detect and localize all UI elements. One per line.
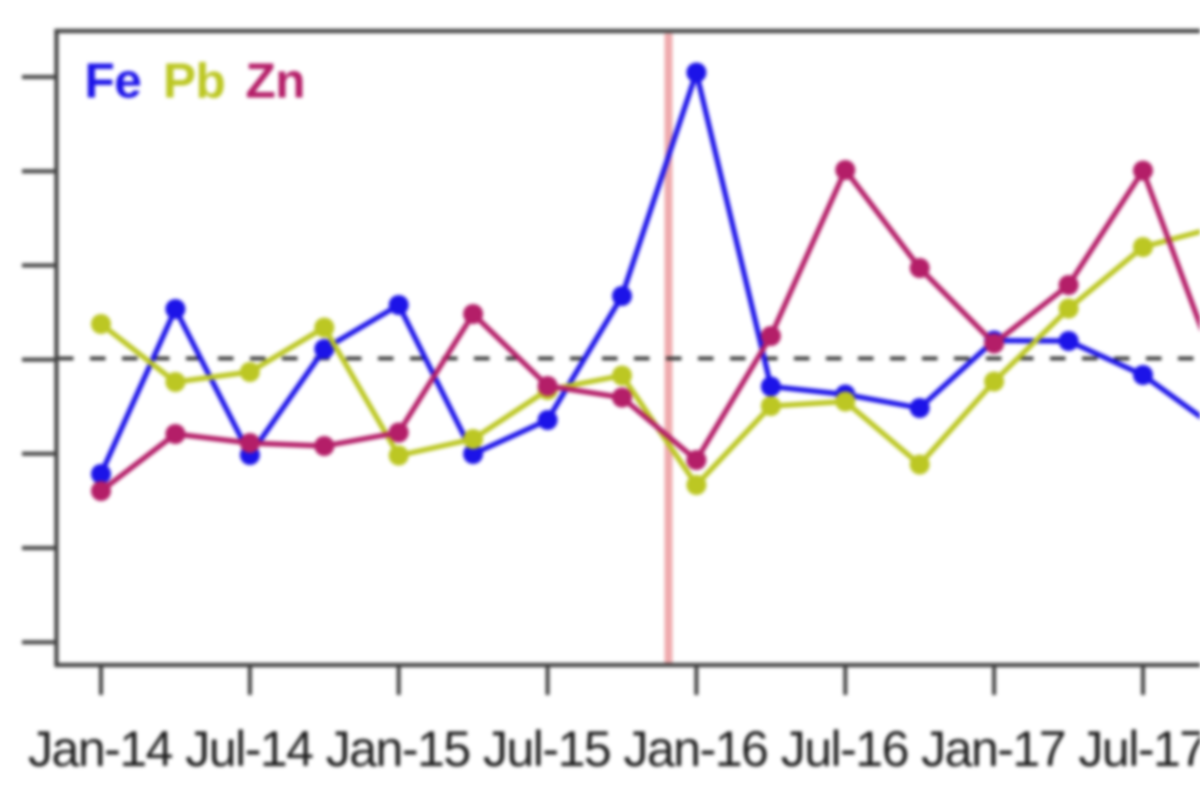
- svg-text:Jan-14: Jan-14: [28, 721, 173, 777]
- svg-text:Jul-15: Jul-15: [483, 721, 610, 777]
- svg-text:Jul-14: Jul-14: [185, 721, 313, 777]
- svg-text:Jan-16: Jan-16: [623, 721, 767, 777]
- svg-text:Jul-16: Jul-16: [781, 721, 908, 777]
- svg-text:Jan-15: Jan-15: [326, 721, 470, 777]
- svg-text:Jul-17: Jul-17: [1078, 721, 1200, 777]
- svg-text:Jan-17: Jan-17: [921, 721, 1065, 777]
- svg-text:Pb: Pb: [163, 54, 225, 109]
- svg-text:Fe: Fe: [85, 54, 142, 109]
- svg-text:Zn: Zn: [246, 54, 305, 109]
